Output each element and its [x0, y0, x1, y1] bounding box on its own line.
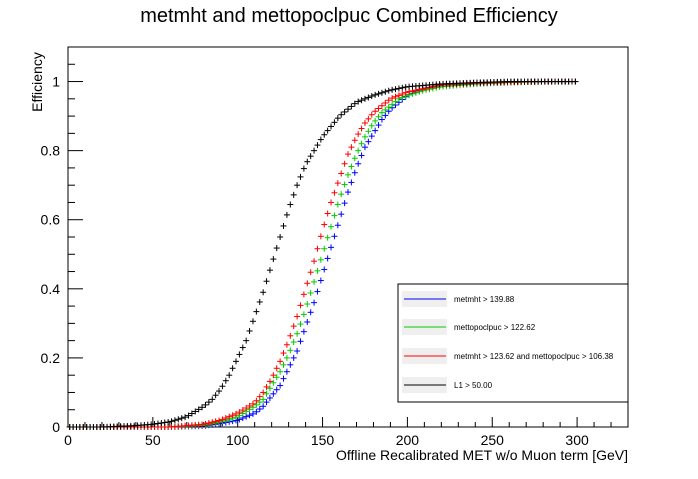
x-tick-label: 150: [311, 432, 335, 448]
y-tick-label: 0.6: [41, 212, 61, 228]
y-tick-label: 0.8: [41, 143, 61, 159]
legend: metmht > 139.88 mettopoclpuc > 122.62 metm…: [397, 283, 629, 403]
axis-tick-labels: 0 50 100 150 200 250 300 0 0.2 0.4 0.6 0.8 1: [41, 74, 589, 448]
y-tick-label: 0.4: [41, 281, 61, 297]
y-axis-label: Efficiency: [29, 52, 45, 112]
x-tick-label: 100: [226, 432, 250, 448]
x-tick-label: 300: [565, 432, 589, 448]
y-tick-label: 0.2: [41, 350, 61, 366]
legend-label: metmht > 123.62 and mettopoclpuc > 106.3…: [454, 352, 614, 361]
legend-label: L1 > 50.00: [454, 381, 493, 390]
x-tick-label: 0: [64, 432, 72, 448]
series-3: [66, 78, 579, 430]
chart-title: metmht and mettopoclpuc Combined Efficie…: [140, 5, 558, 27]
axis-ticks: [67, 46, 612, 428]
y-tick-label: 1: [52, 74, 60, 90]
x-tick-label: 250: [481, 432, 505, 448]
series-layer: [66, 78, 579, 430]
x-axis-label: Offline Recalibrated MET w/o Muon term […: [336, 447, 628, 463]
legend-label: metmht > 139.88: [454, 295, 515, 304]
legend-label: mettopoclpuc > 122.62: [454, 323, 536, 332]
x-tick-label: 200: [396, 432, 420, 448]
y-tick-label: 0: [52, 419, 60, 435]
x-tick-label: 50: [145, 432, 161, 448]
legend-entries: metmht > 139.88 mettopoclpuc > 122.62 metm…: [402, 291, 614, 393]
